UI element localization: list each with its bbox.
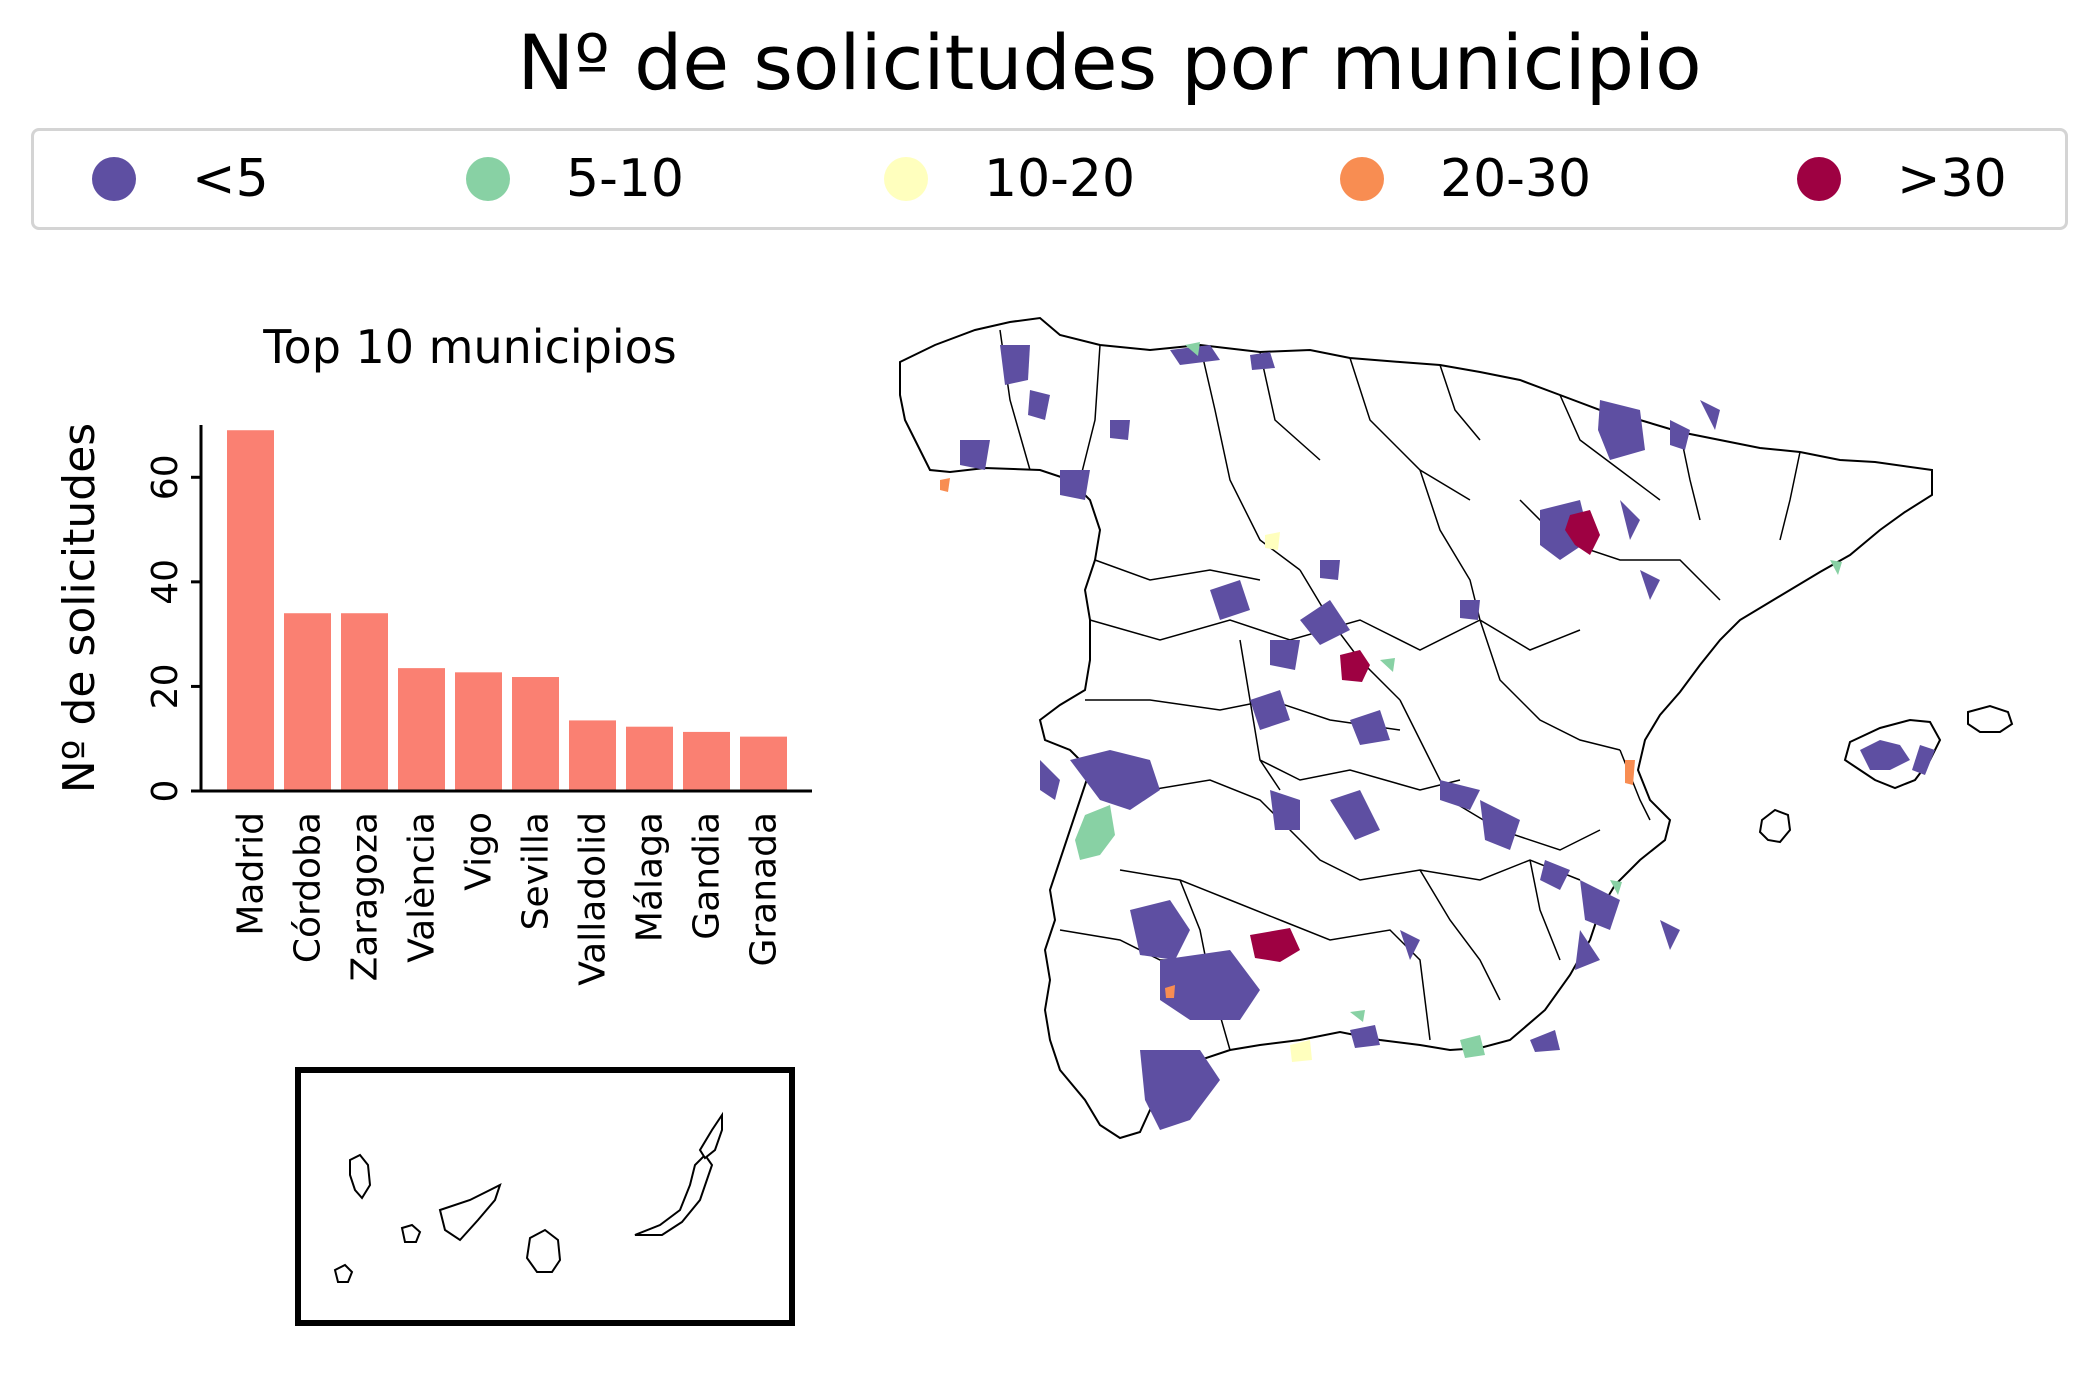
legend-label: 5-10 xyxy=(566,149,685,209)
x-tick-label: Madrid xyxy=(231,812,272,936)
y-tick-label: 40 xyxy=(145,559,186,605)
bar-8 xyxy=(683,731,730,791)
legend-swatch xyxy=(884,157,928,201)
legend-item-lt5: <5 xyxy=(92,131,269,227)
legend-item-5-10: 5-10 xyxy=(466,131,684,227)
y-axis-label: Nº de solicitudes xyxy=(54,423,105,793)
bar-1 xyxy=(284,613,331,791)
bar-4 xyxy=(455,672,502,791)
bar-5 xyxy=(512,677,559,791)
legend-swatch xyxy=(92,157,136,201)
y-tick-label: 60 xyxy=(145,454,186,500)
y-tick-label: 20 xyxy=(145,664,186,710)
legend-label: 20-30 xyxy=(1440,149,1592,209)
x-tick-label: Gandia xyxy=(687,812,728,940)
bar-9 xyxy=(740,736,787,791)
legend-item-20-30: 20-30 xyxy=(1340,131,1591,227)
bar-chart-title: Top 10 municipios xyxy=(263,320,677,374)
x-tick-label: València xyxy=(402,812,443,963)
legend-label: >30 xyxy=(1897,149,2007,209)
y-tick-label: 0 xyxy=(145,780,186,803)
bar-6 xyxy=(569,720,616,791)
bar-0 xyxy=(227,430,274,791)
x-tick-label: Vigo xyxy=(459,812,500,891)
legend-item-10-20: 10-20 xyxy=(884,131,1135,227)
legend-swatch xyxy=(1340,157,1384,201)
x-tick-label: Málaga xyxy=(630,812,671,942)
x-tick-label: Zaragoza xyxy=(345,812,386,981)
x-tick-label: Granada xyxy=(744,812,785,967)
bar-3 xyxy=(398,668,445,791)
legend: <5 5-10 10-20 20-30 >30 xyxy=(31,128,2068,230)
x-tick-label: Valladolid xyxy=(573,812,614,986)
figure-title: Nº de solicitudes por municipio xyxy=(517,18,1702,107)
legend-item-gt30: >30 xyxy=(1797,131,2007,227)
legend-label: 10-20 xyxy=(984,149,1136,209)
bar-7 xyxy=(626,726,673,791)
legend-swatch xyxy=(1797,157,1841,201)
x-tick-label: Sevilla xyxy=(516,812,557,930)
legend-swatch xyxy=(466,157,510,201)
x-tick-label: Córdoba xyxy=(288,812,329,963)
legend-label: <5 xyxy=(192,149,269,209)
bar-2 xyxy=(341,613,388,791)
